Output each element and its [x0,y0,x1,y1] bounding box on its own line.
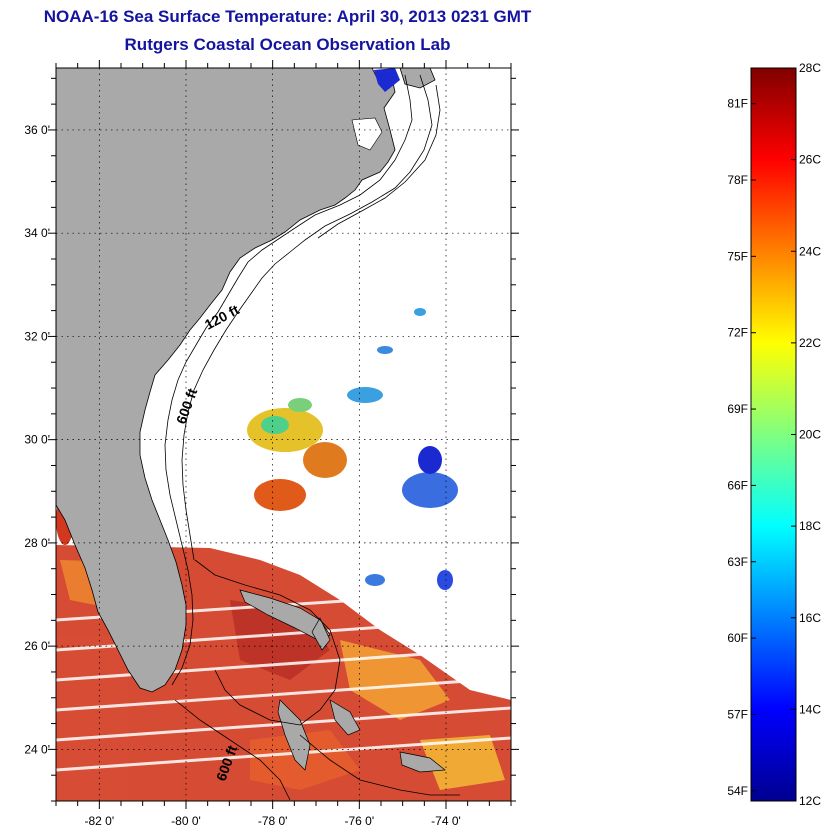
celsius-tick-label: 20C [799,428,821,442]
water-pamlico-sound [351,117,383,151]
lon-tick-label: -78 0' [258,814,288,828]
fahrenheit-tick-label: 63F [727,555,748,569]
land-bahamas [239,589,446,773]
celsius-tick-label: 24C [799,244,821,258]
colorbar-celsius-ticks: 12C 14C 16C 18C 20C 22C 24C 26C 28C [791,61,821,808]
land-us-coast [56,68,396,693]
celsius-tick-label: 12C [799,794,821,808]
plot-frame [55,67,512,802]
isobath-contours [164,74,460,801]
map-subtitle: Rutgers Coastal Ocean Observation Lab [124,35,451,54]
fahrenheit-tick-label: 60F [727,631,748,645]
lat-tick-label: 30 0' [24,433,50,447]
fahrenheit-tick-label: 69F [727,402,748,416]
longitude-labels: -82 0' -80 0' -78 0' -76 0' -74 0' [85,814,461,828]
fahrenheit-tick-label: 66F [727,478,748,492]
fahrenheit-tick-label: 72F [727,326,748,340]
lon-tick-label: -82 0' [85,814,115,828]
lat-tick-label: 28 0' [24,536,50,550]
fahrenheit-tick-label: 57F [727,707,748,721]
land-delmarva [399,68,436,89]
celsius-tick-label: 22C [799,336,821,350]
celsius-tick-label: 16C [799,611,821,625]
lat-tick-label: 36 0' [24,123,50,137]
lon-tick-label: -76 0' [345,814,375,828]
fahrenheit-tick-label: 81F [727,97,748,111]
lat-tick-label: 34 0' [24,226,50,240]
lon-tick-label: -74 0' [431,814,461,828]
map-title: NOAA-16 Sea Surface Temperature: April 3… [43,7,532,26]
celsius-tick-label: 14C [799,702,821,716]
colorbar [750,67,797,802]
fahrenheit-tick-label: 75F [727,249,748,263]
axis-ticks [48,60,519,809]
graticule-grid [56,68,511,801]
lon-tick-label: -80 0' [171,814,201,828]
fahrenheit-tick-label: 54F [727,784,748,798]
sst-patches [56,88,458,610]
fahrenheit-tick-label: 78F [727,173,748,187]
celsius-tick-label: 28C [799,61,821,75]
celsius-tick-label: 26C [799,153,821,167]
colorbar-fahrenheit-ticks: 54F 57F 60F 63F 66F 69F 72F 75F 78F 81F [727,97,756,798]
lat-tick-label: 26 0' [24,639,50,653]
water-chesapeake [374,68,400,92]
lat-tick-label: 24 0' [24,742,50,756]
lat-tick-label: 32 0' [24,329,50,343]
latitude-labels: 24 0' 26 0' 28 0' 30 0' 32 0' 34 0' 36 0' [24,123,50,756]
celsius-tick-label: 18C [799,519,821,533]
